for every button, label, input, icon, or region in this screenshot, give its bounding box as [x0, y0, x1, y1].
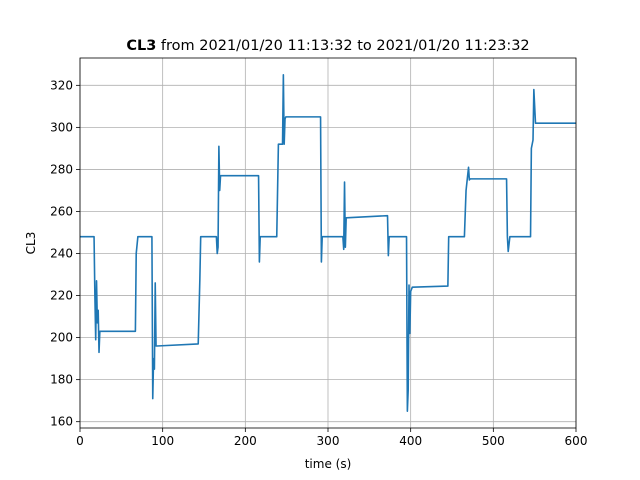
- x-tick-label: 600: [565, 434, 588, 448]
- y-tick-label: 300: [50, 120, 73, 134]
- y-tick-label: 220: [50, 289, 73, 303]
- y-tick-label: 320: [50, 78, 73, 92]
- y-axis-label: CL3: [24, 232, 38, 255]
- y-tick-label: 200: [50, 331, 73, 345]
- x-tick-label: 300: [317, 434, 340, 448]
- y-tick-label: 180: [50, 373, 73, 387]
- x-tick-label: 0: [76, 434, 84, 448]
- plot-frame: [79, 57, 577, 429]
- title-rest: from 2021/01/20 11:13:32 to 2021/01/20 1…: [156, 38, 529, 54]
- y-tick-label: 280: [50, 162, 73, 176]
- y-tick-label: 160: [50, 415, 73, 429]
- x-tick-label: 500: [482, 434, 505, 448]
- x-tick-label: 200: [234, 434, 257, 448]
- y-tick-label: 240: [50, 247, 73, 261]
- title-bold: CL3: [126, 38, 156, 54]
- chart-title: CL3 from 2021/01/20 11:13:32 to 2021/01/…: [126, 38, 529, 54]
- data-line: [80, 74, 576, 412]
- x-axis-label: time (s): [305, 457, 352, 471]
- x-tick-label: 400: [399, 434, 422, 448]
- x-tick-label: 100: [151, 434, 174, 448]
- y-tick-label: 260: [50, 204, 73, 218]
